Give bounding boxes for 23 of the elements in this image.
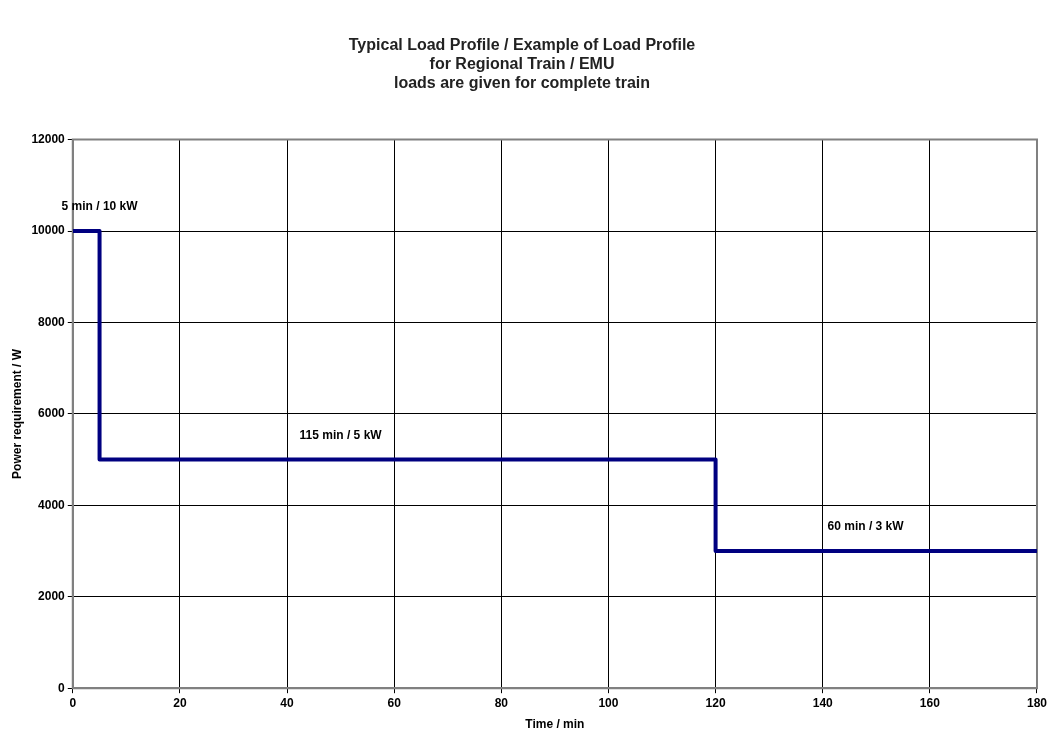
- x-tick-label: 0: [69, 695, 77, 710]
- x-tick-label: 160: [919, 695, 941, 710]
- x-tick-label: 20: [173, 695, 187, 710]
- y-tick-label: 8000: [38, 314, 66, 329]
- y-tick-label: 6000: [38, 406, 66, 421]
- annotation: 115 min / 5 kW: [299, 427, 383, 442]
- x-tick-label: 80: [494, 695, 509, 710]
- x-tick-label: 60: [387, 695, 402, 710]
- x-tick-label: 40: [280, 695, 295, 710]
- chart-title: Typical Load Profile / Example of Load Profile for Regional Train / EMU loads are given for complete train: [348, 36, 696, 92]
- annotation: 60 min / 3 kW: [827, 519, 905, 534]
- x-tick-label: 100: [598, 695, 619, 710]
- y-tick-label: 4000: [38, 497, 66, 512]
- x-tick-label: 140: [812, 695, 834, 710]
- y-tick-label: 10000: [31, 223, 66, 238]
- y-tick-label: 12000: [31, 131, 66, 146]
- x-axis-title: Time / min: [525, 717, 585, 732]
- y-tick-label: 2000: [38, 589, 66, 604]
- y-axis-title: Power requirement / W: [9, 348, 24, 479]
- annotation: 5 min / 10 kW: [61, 199, 139, 214]
- y-tick-label: 0: [58, 680, 66, 695]
- x-tick-label: 120: [705, 695, 726, 710]
- x-tick-label: 180: [1026, 695, 1048, 710]
